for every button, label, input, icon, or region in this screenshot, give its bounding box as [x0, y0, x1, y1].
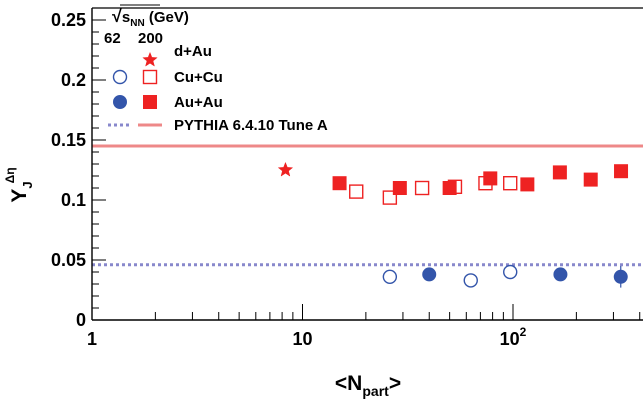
data-point-auau-200 [583, 172, 598, 187]
data-point-auau-200 [552, 165, 567, 180]
data-point-auau-200 [392, 181, 407, 195]
y-tick-label: 0.05 [51, 250, 86, 270]
data-point-cucu-200 [382, 190, 398, 205]
data-point-dau-200 [277, 161, 294, 177]
data-point-cucu-200 [503, 175, 518, 191]
data-point-auau-200 [332, 176, 347, 191]
x-tick-label: 102 [500, 325, 527, 349]
y-tick-label: 0 [76, 310, 86, 330]
legend-marker-cucu-62 [112, 69, 128, 85]
data-markers [277, 161, 629, 288]
legend-label-auau: Au+Au [174, 94, 223, 111]
y-tick-label: 0.2 [61, 70, 86, 90]
data-point-cucu-62 [503, 264, 518, 280]
x-axis-title-end: > [389, 372, 401, 395]
x-axis-title-sub: part [362, 383, 389, 399]
legend-energy-62: 62 [104, 30, 121, 47]
legend-energy-200: 200 [138, 30, 163, 47]
x-axis-title: <Npart> [335, 372, 401, 399]
y-tick-label: 0.15 [51, 130, 86, 150]
data-point-cucu-200 [414, 180, 430, 196]
svg-text:YJΔη: YJΔη [3, 167, 35, 202]
data-point-auau-200 [483, 171, 498, 186]
y-axis-title: YJΔη [3, 167, 35, 202]
data-point-cucu-62 [463, 273, 478, 288]
legend-label-pythia: PYTHIA 6.4.10 Tune A [174, 117, 328, 134]
x-axis-title-main: <N [335, 372, 362, 395]
legend: √sNN (GeV)62 200 d+Au Cu+Cu Au+Au PYTHIA 6.4.… [104, 4, 328, 134]
data-point-auau-62 [613, 269, 628, 284]
x-tick-label: 10 [292, 329, 312, 349]
data-point-auau-200 [520, 177, 535, 192]
data-point-cucu-200 [349, 184, 364, 199]
legend-marker-auau-200 [143, 95, 157, 109]
data-point-auau-62 [553, 267, 568, 282]
data-point-cucu-62 [382, 269, 398, 284]
reference-lines [92, 144, 643, 267]
legend-header: √sNN (GeV) [112, 6, 189, 29]
y-tick-label: 0.25 [51, 10, 86, 30]
legend-marker-dau [142, 51, 158, 67]
y-axis-title-sub: J [20, 181, 35, 188]
y-axis-title-sup: Δη [3, 167, 17, 183]
legend-label-dau: d+Au [174, 43, 212, 60]
legend-marker-auau-62 [113, 95, 127, 109]
axis-ticks: 0 0.05 0.1 0.15 0.2 0.25 1 10 102 [51, 7, 641, 349]
data-point-auau-200 [442, 181, 457, 195]
y-tick-label: 0.1 [61, 190, 86, 210]
y-axis-title-main: Y [8, 189, 31, 203]
data-point-auau-62 [422, 267, 437, 282]
data-point-auau-200 [614, 164, 629, 179]
legend-marker-cucu-200 [142, 69, 158, 85]
x-tick-label: 1 [87, 329, 97, 349]
legend-label-cucu: Cu+Cu [174, 69, 223, 86]
